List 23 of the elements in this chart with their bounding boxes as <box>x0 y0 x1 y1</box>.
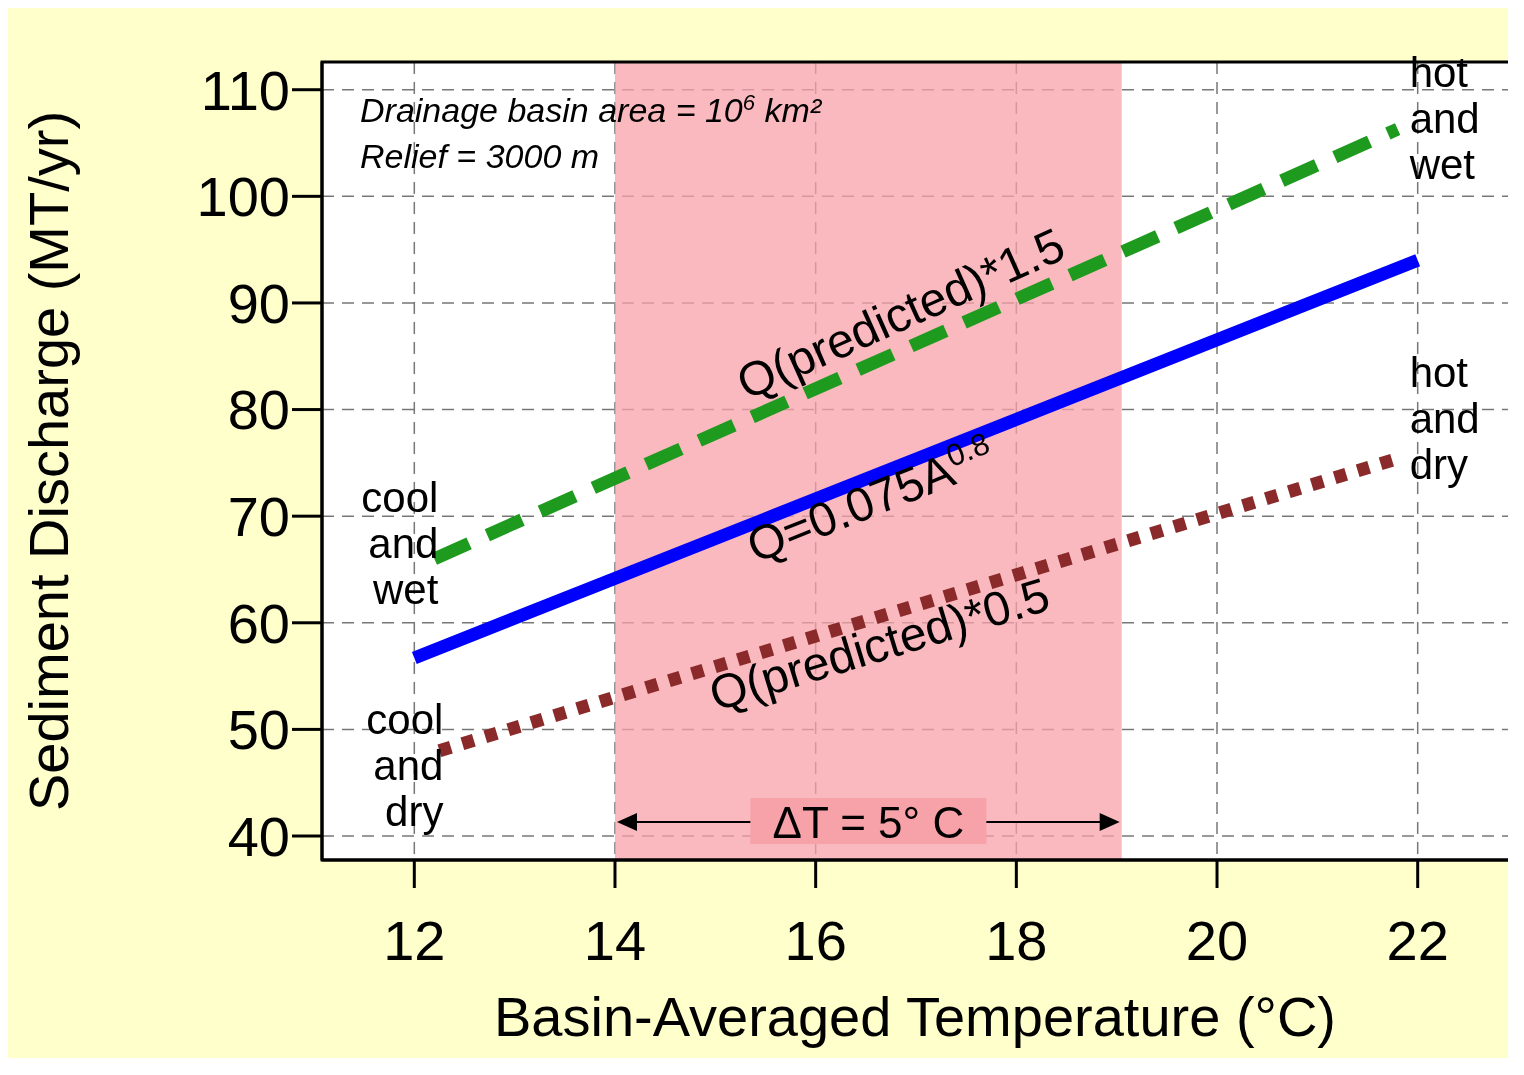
x-tick-label: 12 <box>383 908 446 972</box>
x-tick-label: 18 <box>985 908 1048 972</box>
y-tick-label: 100 <box>196 165 290 229</box>
y-tick-label: 90 <box>227 271 290 335</box>
band-label: ΔT = 5° C <box>772 798 965 847</box>
y-tick-label: 70 <box>227 485 290 549</box>
y-tick-label: 40 <box>227 804 290 868</box>
annotation: Drainage basin area = 10$^{6}$ km² <box>360 89 823 129</box>
annotation: Relief = 3000 m <box>360 137 600 175</box>
annotation: hot and wet <box>1408 49 1480 189</box>
x-tick-label: 22 <box>1386 908 1449 972</box>
x-axis-title: Basin-Averaged Temperature (°C) <box>493 985 1337 1048</box>
x-tick-label: 16 <box>784 908 847 972</box>
annotation: cool and dry <box>366 695 444 835</box>
y-tick-label: 110 <box>200 58 290 122</box>
y-tick-label: 80 <box>227 378 290 442</box>
y-tick-label: 60 <box>227 591 290 655</box>
y-tick-label: 50 <box>227 698 290 762</box>
x-tick-label: 20 <box>1185 908 1249 972</box>
y-axis-title: Sediment Discharge (MT/yr) <box>16 110 80 812</box>
annotation: cool and wet <box>361 473 439 613</box>
annotation: hot and dry <box>1409 348 1480 488</box>
x-tick-label: 14 <box>583 908 647 972</box>
